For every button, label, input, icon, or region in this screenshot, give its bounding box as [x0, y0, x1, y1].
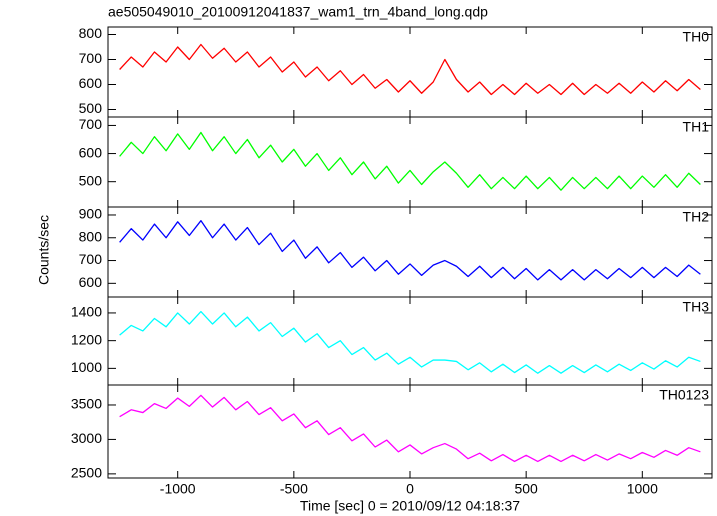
panel-frame — [107, 116, 713, 208]
x-tick-label: 1000 — [627, 481, 658, 497]
panel-frame — [107, 26, 713, 118]
y-tick-label: 900 — [79, 206, 103, 222]
x-tick-label: 500 — [514, 481, 538, 497]
panel-label: TH2 — [683, 209, 710, 225]
y-tick-label: 800 — [79, 228, 103, 244]
y-tick-label: 2500 — [71, 465, 102, 481]
y-tick-label: 700 — [79, 251, 103, 267]
y-tick-label: 1200 — [71, 331, 102, 347]
y-tick-label: 3500 — [71, 396, 102, 412]
chart-title: ae505049010_20100912041837_wam1_trn_4ban… — [108, 4, 488, 20]
panel-frame — [107, 296, 713, 386]
panel-label: TH1 — [683, 119, 710, 135]
x-tick-label: -500 — [280, 481, 308, 497]
y-axis-label: Counts/sec — [36, 215, 52, 285]
panel-label: TH0123 — [659, 387, 709, 403]
data-line — [119, 220, 701, 281]
data-line — [119, 131, 701, 191]
y-tick-label: 3000 — [71, 430, 102, 446]
x-tick-label: 0 — [406, 481, 414, 497]
y-tick-label: 500 — [79, 100, 103, 116]
panel-frame — [107, 206, 713, 298]
y-tick-label: 1400 — [71, 304, 102, 320]
panel-label: TH0 — [683, 29, 710, 45]
data-line — [119, 310, 701, 374]
x-tick-label: -1000 — [160, 481, 196, 497]
y-tick-label: 700 — [79, 116, 103, 132]
y-tick-label: 600 — [79, 144, 103, 160]
x-axis-label: Time [sec] 0 = 2010/09/12 04:18:37 — [300, 498, 520, 514]
y-tick-label: 600 — [79, 75, 103, 91]
y-tick-label: 700 — [79, 50, 103, 66]
panel-frame — [107, 384, 713, 479]
y-tick-label: 1000 — [71, 359, 102, 375]
data-line — [119, 43, 701, 96]
y-tick-label: 500 — [79, 172, 103, 188]
y-tick-label: 800 — [79, 25, 103, 41]
data-line — [119, 394, 701, 463]
y-tick-label: 600 — [79, 274, 103, 290]
panel-label: TH3 — [683, 299, 710, 315]
